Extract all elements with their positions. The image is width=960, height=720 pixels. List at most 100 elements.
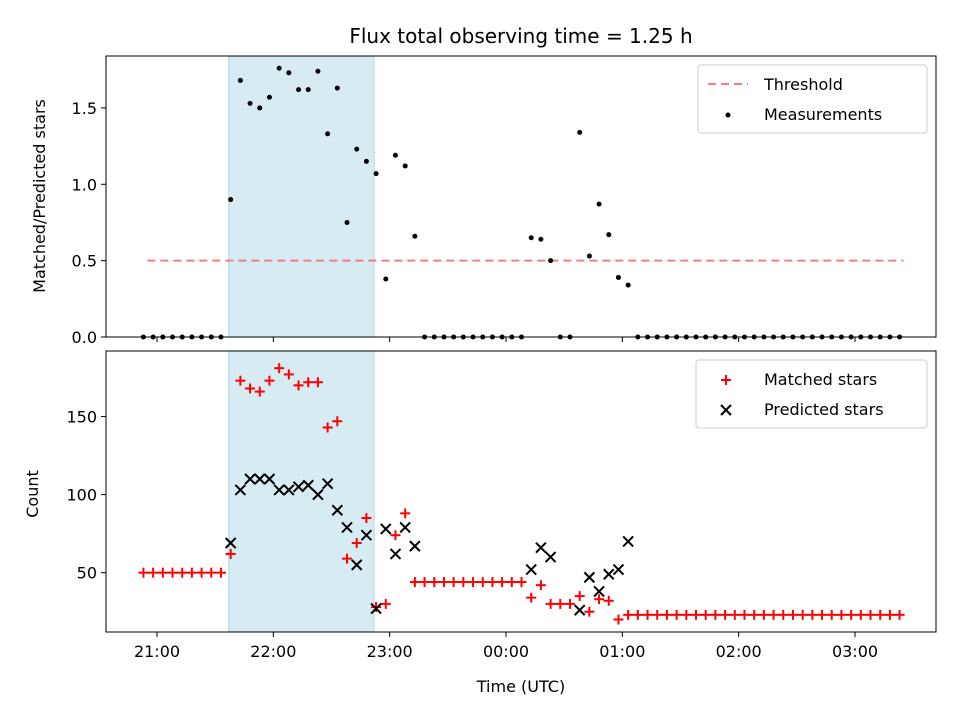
- predicted-star-point: [321, 477, 334, 490]
- top-y-axis-label: Matched/Predicted stars: [30, 99, 49, 293]
- bottom-x-ticks: 21:00 22:00 23:00 00:00 01:00 02:00 03:00: [134, 632, 878, 661]
- predicted-star-point: [331, 504, 344, 516]
- matched-star-point: [264, 375, 275, 386]
- matched-star-point: [652, 609, 663, 620]
- matched-star-point: [884, 609, 895, 620]
- matched-star-point: [817, 609, 828, 620]
- matched-star-point: [797, 609, 808, 620]
- top-y-ticks: 0.0 0.5 1.0 1.5: [72, 99, 106, 347]
- predicted-star-point: [399, 521, 411, 534]
- measurement-point: [266, 94, 272, 100]
- matched-star-point: [497, 577, 508, 588]
- measurement-point: [237, 77, 243, 83]
- bottom-legend: Matched stars Predicted stars: [695, 359, 928, 429]
- x-axis-label: Time (UTC): [476, 677, 565, 696]
- top-panel: 0.0 0.5 1.0 1.5 Flux total observing time =…: [30, 24, 937, 347]
- matched-star-point: [574, 591, 585, 602]
- matched-star-point: [371, 602, 382, 613]
- matched-star-point: [758, 609, 769, 620]
- matched-star-point: [787, 609, 798, 620]
- measurement-point: [577, 129, 583, 135]
- matched-star-point: [215, 567, 226, 578]
- predicted-star-point: [593, 585, 605, 598]
- predicted-star-point: [360, 529, 373, 541]
- bottom-y-axis-label: Count: [23, 470, 42, 518]
- matched-star-point: [235, 375, 246, 386]
- matched-star-point: [564, 598, 575, 609]
- matched-star-point: [138, 567, 149, 578]
- predicted-star-point: [389, 548, 402, 560]
- predicted-star-point: [622, 535, 634, 548]
- predicted-star-point: [254, 473, 266, 485]
- matched-star-point: [342, 553, 353, 564]
- predicted-star-point: [525, 563, 537, 576]
- top-legend-box: [697, 64, 928, 134]
- bottom-y-ticks: 50 100 150: [66, 408, 106, 583]
- predicted-star-point: [273, 484, 285, 496]
- measurement-point: [257, 105, 263, 111]
- matched-star-point: [283, 369, 294, 380]
- matched-star-point: [429, 577, 440, 588]
- matched-star-point: [245, 383, 256, 394]
- legend-predicted-label: Predicted stars: [764, 400, 884, 419]
- top-x-ticks: [156, 337, 856, 342]
- matched-star-point: [419, 577, 430, 588]
- matched-star-point: [594, 594, 605, 605]
- legend-matched-marker: [721, 375, 731, 385]
- x-tick-label: 03:00: [832, 642, 878, 661]
- predicted-star-point: [302, 479, 314, 491]
- matched-star-point: [206, 567, 217, 578]
- predicted-star-point: [573, 604, 586, 616]
- x-tick-label: 23:00: [367, 642, 413, 661]
- measurement-point: [286, 70, 292, 76]
- matched-star-point: [700, 609, 711, 620]
- x-tick-label: 01:00: [599, 642, 645, 661]
- matched-star-point: [448, 577, 459, 588]
- bottom-highlight-span: [228, 350, 375, 633]
- matched-star-point: [855, 609, 866, 620]
- top-legend: Threshold Measurements: [697, 64, 928, 134]
- legend-measurements-marker: [725, 112, 731, 118]
- matched-star-point: [351, 538, 362, 549]
- predicted-star-point: [341, 521, 353, 534]
- legend-matched-label: Matched stars: [764, 370, 877, 389]
- matched-star-point: [739, 609, 750, 620]
- measurement-point: [296, 87, 302, 93]
- bottom-panel: 50 100 150 21:00 22:00 23:00 00:00 01:00 02:00 0…: [23, 350, 937, 696]
- top-highlight-span: [228, 55, 375, 338]
- x-tick-label: 22:00: [250, 642, 296, 661]
- measurement-point: [625, 282, 631, 288]
- top-plot-frame: [105, 55, 937, 338]
- matched-star-point: [555, 598, 566, 609]
- matched-star-point: [836, 609, 847, 620]
- matched-star-point: [254, 386, 265, 397]
- y-tick-label: 0.5: [72, 252, 97, 271]
- matched-star-point: [729, 609, 740, 620]
- matched-star-point: [157, 567, 168, 578]
- matched-star-point: [807, 609, 818, 620]
- y-tick-label: 100: [66, 486, 97, 505]
- matched-star-point: [332, 416, 343, 427]
- predicted-star-point: [234, 484, 247, 496]
- matched-star-point: [458, 577, 469, 588]
- matched-star-point: [293, 380, 304, 391]
- matched-star-point: [312, 377, 323, 388]
- matched-star-point: [623, 609, 634, 620]
- predicted-star-point: [380, 523, 392, 535]
- bottom-plot-frame: [105, 350, 937, 633]
- y-tick-label: 0.0: [72, 328, 97, 347]
- matched-star-point: [846, 609, 857, 620]
- predicted-star-point: [544, 551, 557, 563]
- matched-star-point: [468, 577, 479, 588]
- predicted-star-point: [603, 568, 615, 580]
- measurement-point: [373, 171, 379, 177]
- measurement-point: [247, 100, 253, 106]
- predicted-star-point: [612, 563, 625, 576]
- x-tick-label: 21:00: [134, 642, 180, 661]
- y-tick-label: 150: [66, 408, 97, 427]
- measurement-point: [596, 201, 602, 207]
- matched-star-point: [322, 422, 333, 433]
- measurement-point: [228, 197, 234, 203]
- matched-star-point: [506, 577, 517, 588]
